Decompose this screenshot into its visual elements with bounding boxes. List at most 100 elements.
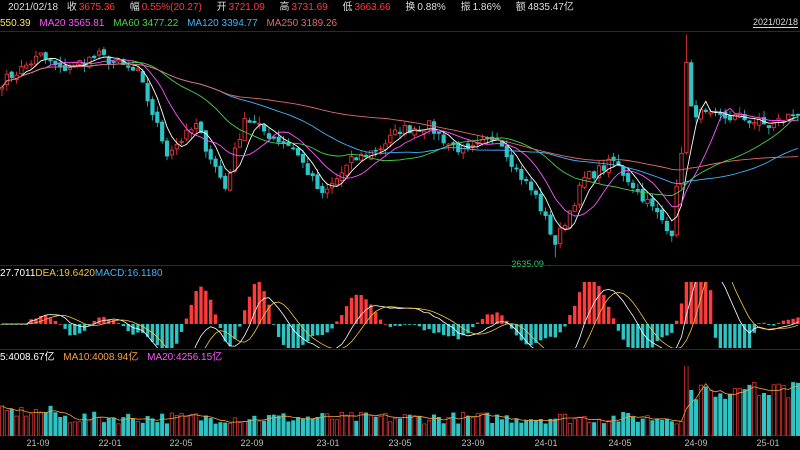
- candle-body: [0, 86, 5, 90]
- macd-bar: [684, 282, 689, 324]
- macd-bar: [393, 324, 397, 326]
- candle-body: [791, 114, 796, 117]
- macd-bar: [267, 304, 271, 324]
- macd-bar: [495, 312, 499, 324]
- macd-bar: [475, 322, 480, 324]
- volume-bar: [795, 382, 800, 436]
- candle-body: [718, 112, 723, 115]
- volume-bar: [72, 421, 77, 436]
- macd-bar: [131, 324, 135, 335]
- macd-bar: [170, 324, 174, 348]
- candle-body: [441, 134, 446, 144]
- candle-body: [558, 227, 563, 245]
- macd-bar: [602, 294, 606, 324]
- candle-body: [145, 83, 150, 102]
- candle-body: [431, 121, 437, 134]
- volume-bar: [38, 412, 43, 436]
- volume-bar: [664, 418, 669, 436]
- amplitude-value: 1.86%: [472, 2, 501, 13]
- macd-bar: [126, 324, 130, 332]
- low-value: 3663.66: [354, 2, 391, 13]
- ma250-line: [1, 63, 799, 171]
- macd-bar: [539, 324, 543, 341]
- volume-bar: [422, 423, 427, 436]
- volume-bar: [325, 413, 330, 436]
- macd-bar: [165, 324, 169, 348]
- volume-chart[interactable]: [0, 366, 800, 436]
- macd-bar: [39, 315, 43, 324]
- candle-body: [436, 131, 441, 134]
- volume-bar: [781, 384, 786, 436]
- volume-bar: [601, 423, 606, 436]
- candle-body: [747, 120, 752, 124]
- volume-bar: [92, 411, 97, 436]
- volume-bar: [669, 421, 674, 436]
- x-tick-label: 23-09: [461, 438, 485, 448]
- low-label: 低: [342, 2, 353, 13]
- volume-bar: [257, 420, 262, 436]
- volume-bar: [53, 412, 58, 436]
- candle-body: [48, 59, 53, 62]
- volume-bar: [635, 421, 640, 436]
- candle-body: [689, 62, 694, 107]
- volume-bar: [131, 418, 136, 436]
- candle-body: [155, 111, 160, 123]
- macd-bar: [92, 320, 96, 324]
- candle-body: [310, 173, 315, 177]
- volume-bar: [43, 412, 48, 436]
- volume-bar: [363, 412, 369, 436]
- macd-bar: [553, 324, 558, 338]
- macd-bar: [315, 324, 320, 336]
- candle-body: [514, 167, 519, 170]
- macd-bar: [252, 284, 257, 324]
- volume-bar: [135, 421, 140, 436]
- volume-bar: [397, 418, 403, 436]
- candle-body: [732, 114, 737, 120]
- macd-chart[interactable]: [0, 282, 800, 348]
- candle-body: [524, 178, 529, 182]
- volume-bar: [441, 423, 446, 436]
- macd-bar: [320, 324, 325, 335]
- volume-bar: [14, 415, 19, 436]
- volume-bar: [126, 413, 131, 436]
- macd-bar: [451, 324, 456, 336]
- volume-bar: [271, 414, 276, 436]
- divider-top: [0, 31, 800, 32]
- macd-bar: [204, 290, 208, 324]
- volume-bar: [771, 384, 776, 436]
- macd-bar: [296, 324, 300, 348]
- macd-bar: [626, 324, 630, 348]
- volume-bar: [475, 413, 480, 436]
- candle-body: [29, 63, 34, 66]
- candle-body: [130, 66, 136, 71]
- close-label: 收: [66, 2, 77, 13]
- volume-bar: [737, 387, 742, 436]
- candle-body: [752, 122, 757, 125]
- candle-body: [669, 230, 674, 237]
- ma250-value: MA250 3189.26: [266, 18, 338, 29]
- macd-bar: [781, 320, 786, 324]
- open-label: 开: [216, 2, 227, 13]
- candle-body: [300, 153, 306, 163]
- macd-bar: [388, 324, 392, 327]
- volume-bar: [354, 420, 359, 436]
- macd-bar: [68, 324, 72, 336]
- volume-bar: [106, 417, 111, 436]
- macd-bar: [194, 291, 198, 324]
- price-chart[interactable]: [0, 32, 800, 264]
- ma5-value: 550.39: [0, 18, 31, 29]
- volume-bar: [281, 413, 286, 436]
- candle-body: [223, 175, 228, 189]
- candle-body: [601, 165, 606, 171]
- macd-bar: [432, 324, 436, 334]
- volume-bar: [446, 417, 451, 436]
- candle-body: [757, 118, 762, 126]
- volume-bar: [645, 415, 650, 436]
- candle-body: [562, 225, 568, 230]
- macd-bar: [490, 314, 494, 324]
- macd-bar: [742, 324, 747, 348]
- candle-body: [519, 168, 524, 180]
- vol-ma10-value: MA10:4008.94亿: [63, 352, 139, 363]
- candle-body: [543, 211, 548, 217]
- macd-bar: [597, 285, 601, 324]
